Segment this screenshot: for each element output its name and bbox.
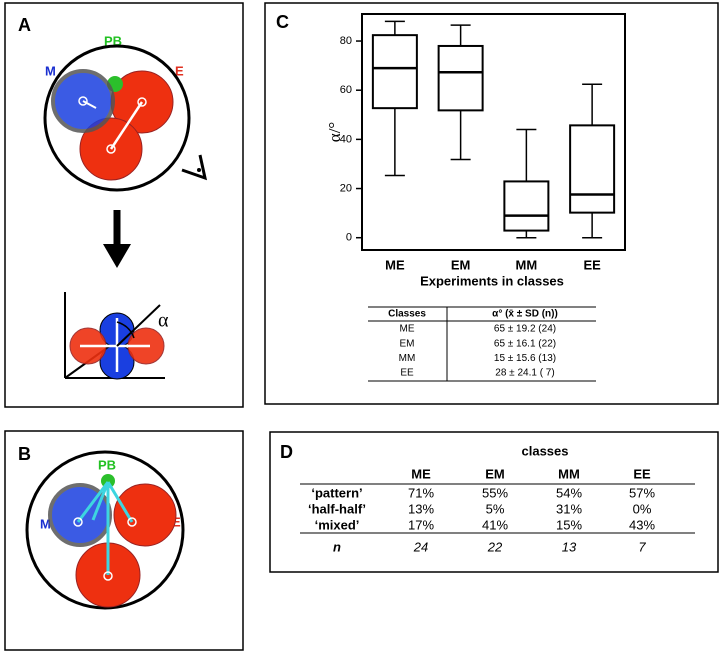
alpha-label: α	[158, 310, 169, 332]
panel-frames	[4, 2, 719, 651]
m-label: M	[40, 516, 51, 531]
axes-diagram	[64, 292, 165, 380]
embryo-diagram	[25, 450, 185, 610]
table-cell: 55%	[482, 485, 508, 500]
table-header: EM	[485, 466, 505, 481]
table-cell: 54%	[556, 485, 582, 500]
table-cell: 7	[638, 539, 646, 554]
table-header: EE	[633, 466, 651, 481]
table-cell: 28 ± 24.1 ( 7)	[495, 368, 554, 379]
table-cell: EE	[400, 368, 414, 379]
table-header: ME	[411, 466, 431, 481]
y-tick-label: 20	[340, 182, 352, 194]
panel-letter: A	[18, 15, 31, 35]
table-title: classes	[522, 443, 569, 458]
y-tick-label: 0	[346, 232, 352, 244]
table-header: α° (x̄ ± SD (n))	[492, 309, 558, 320]
table-header: MM	[558, 466, 580, 481]
table-d: classes ME EM MM EE ‘pattern’ 71% 55% 54% 57% ‘hal…	[300, 443, 695, 554]
table-cell: 22	[487, 539, 503, 554]
table-cell: 24	[413, 539, 428, 554]
x-tick-label: EE	[583, 257, 601, 272]
embryo-diagram	[43, 44, 208, 268]
box-body	[371, 34, 418, 110]
table-cell: EM	[400, 338, 415, 349]
box-body	[503, 180, 550, 232]
panel-letter: C	[276, 12, 289, 32]
x-axis-label: Experiments in classes	[420, 273, 564, 288]
box-body	[569, 124, 616, 214]
table-cell: 65 ± 16.1 (22)	[494, 338, 556, 349]
row-label: n	[333, 539, 341, 554]
pb-label: PB	[98, 457, 116, 472]
e-label: E	[175, 63, 184, 78]
table-cell: 31%	[556, 501, 582, 516]
row-label: ‘pattern’	[311, 485, 362, 500]
table-cell: 0%	[633, 501, 652, 516]
row-label: ‘half-half’	[308, 501, 366, 516]
x-tick-label: EM	[451, 257, 471, 272]
table-cell: 17%	[408, 517, 434, 532]
panel-letter: D	[280, 442, 293, 462]
y-tick-label: 80	[340, 35, 352, 47]
x-tick-label: MM	[516, 257, 538, 272]
table-header: Classes	[388, 309, 426, 320]
y-tick-label: 60	[340, 84, 352, 96]
y-axis-label: α/°	[325, 122, 344, 142]
box-body	[437, 44, 484, 112]
table-cell: 15 ± 15.6 (13)	[494, 353, 556, 364]
e-label: E	[172, 514, 181, 529]
table-cell: 71%	[408, 485, 434, 500]
table-cell: 43%	[629, 517, 655, 532]
table-cell: 13	[562, 539, 577, 554]
table-cell: 5%	[486, 501, 505, 516]
table-cell: MM	[399, 353, 416, 364]
row-label: ‘mixed’	[315, 517, 360, 532]
x-tick-label: ME	[385, 257, 405, 272]
table-c: Classes α° (x̄ ± SD (n)) ME 65 ± 19.2 (24) E…	[368, 306, 596, 382]
m-label: M	[45, 63, 56, 78]
panel-letter: B	[18, 444, 31, 464]
table-cell: 41%	[482, 517, 508, 532]
box-plot: 0 20 40 60 80 ME EM MM EE	[340, 20, 616, 272]
table-cell: 57%	[629, 485, 655, 500]
table-cell: 15%	[556, 517, 582, 532]
plot-frame	[361, 13, 626, 251]
table-cell: 65 ± 19.2 (24)	[494, 324, 556, 335]
table-cell: ME	[400, 324, 415, 335]
table-cell: 13%	[408, 501, 434, 516]
y-tick-label: 40	[340, 133, 352, 145]
